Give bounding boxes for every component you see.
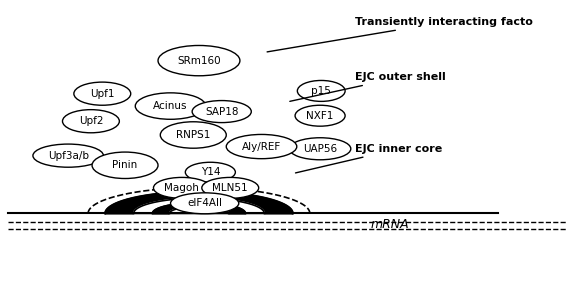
Ellipse shape <box>92 152 158 178</box>
Ellipse shape <box>192 101 252 123</box>
Ellipse shape <box>33 144 103 167</box>
Text: Upf3a/b: Upf3a/b <box>48 151 89 161</box>
Text: NXF1: NXF1 <box>306 111 334 121</box>
Polygon shape <box>134 198 264 214</box>
Text: p15: p15 <box>311 86 331 96</box>
Polygon shape <box>152 203 246 214</box>
Text: RNPS1: RNPS1 <box>176 130 210 140</box>
Text: EJC inner core: EJC inner core <box>296 144 443 173</box>
Ellipse shape <box>226 134 297 159</box>
Text: mRNA: mRNA <box>370 218 409 231</box>
Ellipse shape <box>171 193 239 214</box>
Ellipse shape <box>202 177 259 198</box>
Text: UAP56: UAP56 <box>303 144 337 154</box>
Ellipse shape <box>289 138 351 160</box>
Ellipse shape <box>185 162 235 182</box>
Text: Acinus: Acinus <box>153 101 188 111</box>
Ellipse shape <box>160 122 226 148</box>
Text: Upf1: Upf1 <box>90 89 114 99</box>
Text: MLN51: MLN51 <box>213 183 248 193</box>
Text: Transiently interacting facto: Transiently interacting facto <box>267 17 533 52</box>
Ellipse shape <box>63 110 119 133</box>
Ellipse shape <box>153 177 210 198</box>
Text: Upf2: Upf2 <box>78 116 103 126</box>
Ellipse shape <box>295 105 345 126</box>
Ellipse shape <box>158 46 240 76</box>
Text: Magoh: Magoh <box>164 183 199 193</box>
Text: Aly/REF: Aly/REF <box>242 142 281 151</box>
Ellipse shape <box>74 82 131 105</box>
Polygon shape <box>105 192 293 214</box>
Ellipse shape <box>297 80 345 101</box>
Text: eIF4AII: eIF4AII <box>187 198 222 208</box>
Polygon shape <box>170 207 228 214</box>
Text: SRm160: SRm160 <box>177 56 221 66</box>
Text: Y14: Y14 <box>200 167 220 177</box>
Ellipse shape <box>135 93 206 119</box>
Text: SAP18: SAP18 <box>205 106 238 117</box>
Text: Pinin: Pinin <box>112 160 138 170</box>
Text: EJC outer shell: EJC outer shell <box>290 72 446 101</box>
